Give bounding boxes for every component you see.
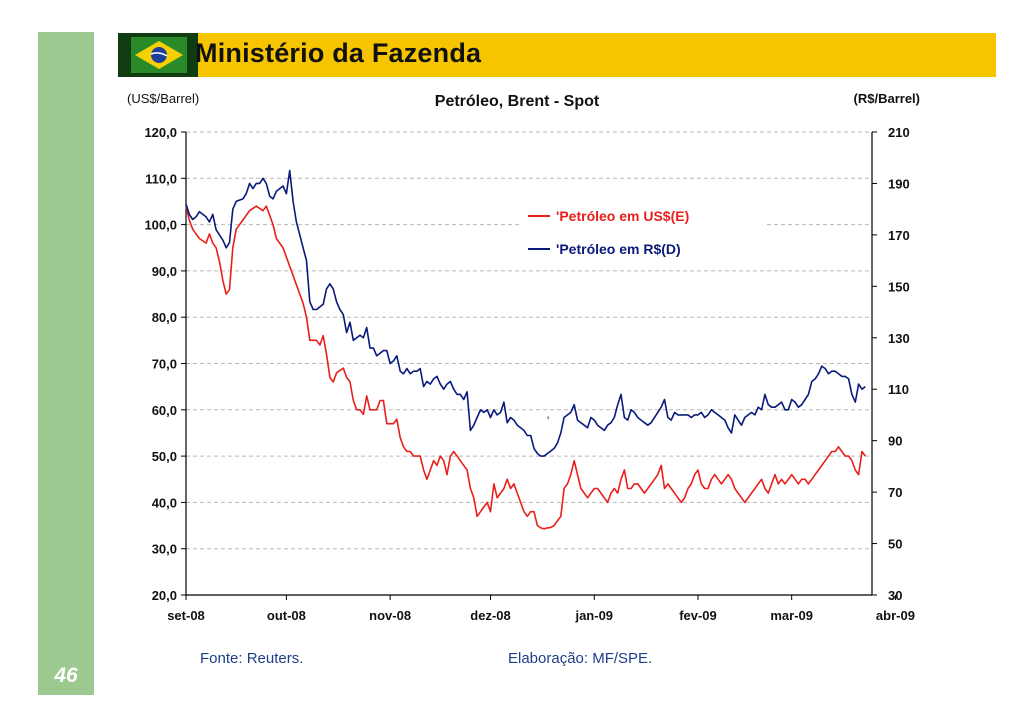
x-tick-label: mar-09 [770, 608, 813, 623]
grid-lines [186, 131, 872, 550]
right-tick-label: 90 [888, 434, 902, 449]
brazil-flag-icon [131, 37, 187, 73]
left-tick-label: 70,0 [152, 357, 177, 372]
left-tick-label: 40,0 [152, 495, 177, 510]
right-tick-label: 70 [888, 485, 902, 500]
x-tick-label: dez-08 [470, 608, 510, 623]
ministry-title: Ministério da Fazenda [195, 38, 482, 68]
left-axis-unit: (US$/Barrel) [127, 91, 199, 106]
right-tick-label: 170 [888, 228, 910, 243]
x-tick-label: fev-09 [679, 608, 717, 623]
x-tick-label: out-08 [267, 608, 306, 623]
left-tick-label: 60,0 [152, 403, 177, 418]
left-strip [38, 32, 94, 695]
right-tick-label: 130 [888, 331, 910, 346]
series-line-usd [185, 205, 866, 530]
legend-bg [520, 204, 764, 226]
legend-bg [520, 237, 764, 259]
right-tick-label: 110 [888, 382, 909, 397]
right-tick-label: 210 [888, 125, 910, 140]
left-tick-label: 120,0 [144, 125, 177, 140]
legend-label: 'Petróleo em US$(E) [556, 208, 689, 224]
stray-mark: ' [547, 414, 549, 428]
right-tick-label: 190 [888, 176, 910, 191]
legend: 'Petróleo em US$(E) 'Petróleo em R$(D) [520, 204, 764, 259]
right-tick-label: 50 [888, 537, 902, 552]
axes: 120,0 110,0 100,0 90,0 80,0 70,0 60,0 50,0 40,0 3… [144, 125, 914, 623]
footer-elaboration: Elaboração: MF/SPE. [508, 650, 653, 667]
x-tick-label: abr-09 [876, 608, 915, 623]
left-tick-label: 100,0 [144, 218, 177, 233]
header-bar [118, 33, 996, 77]
left-tick-label: 30,0 [152, 542, 177, 557]
legend-label: 'Petróleo em R$(D) [556, 241, 681, 257]
right-tick-label: 150 [888, 279, 910, 294]
chart-title: Petróleo, Brent - Spot [435, 93, 600, 110]
left-tick-label: 20,0 [152, 588, 177, 603]
right-axis-unit: (R$/Barrel) [854, 91, 920, 106]
left-tick-label: 90,0 [152, 264, 177, 279]
x-tick-label: jan-09 [574, 608, 613, 623]
series-lines [185, 169, 866, 530]
x-tick-label: nov-08 [369, 608, 411, 623]
left-tick-label: 80,0 [152, 310, 177, 325]
footer-source: Fonte: Reuters. [200, 650, 304, 667]
series-line-brl [185, 169, 866, 457]
slide-number: 46 [54, 664, 78, 687]
left-tick-label: 50,0 [152, 449, 177, 464]
x-tick-label: set-08 [167, 608, 205, 623]
left-tick-label: 110,0 [145, 171, 177, 186]
